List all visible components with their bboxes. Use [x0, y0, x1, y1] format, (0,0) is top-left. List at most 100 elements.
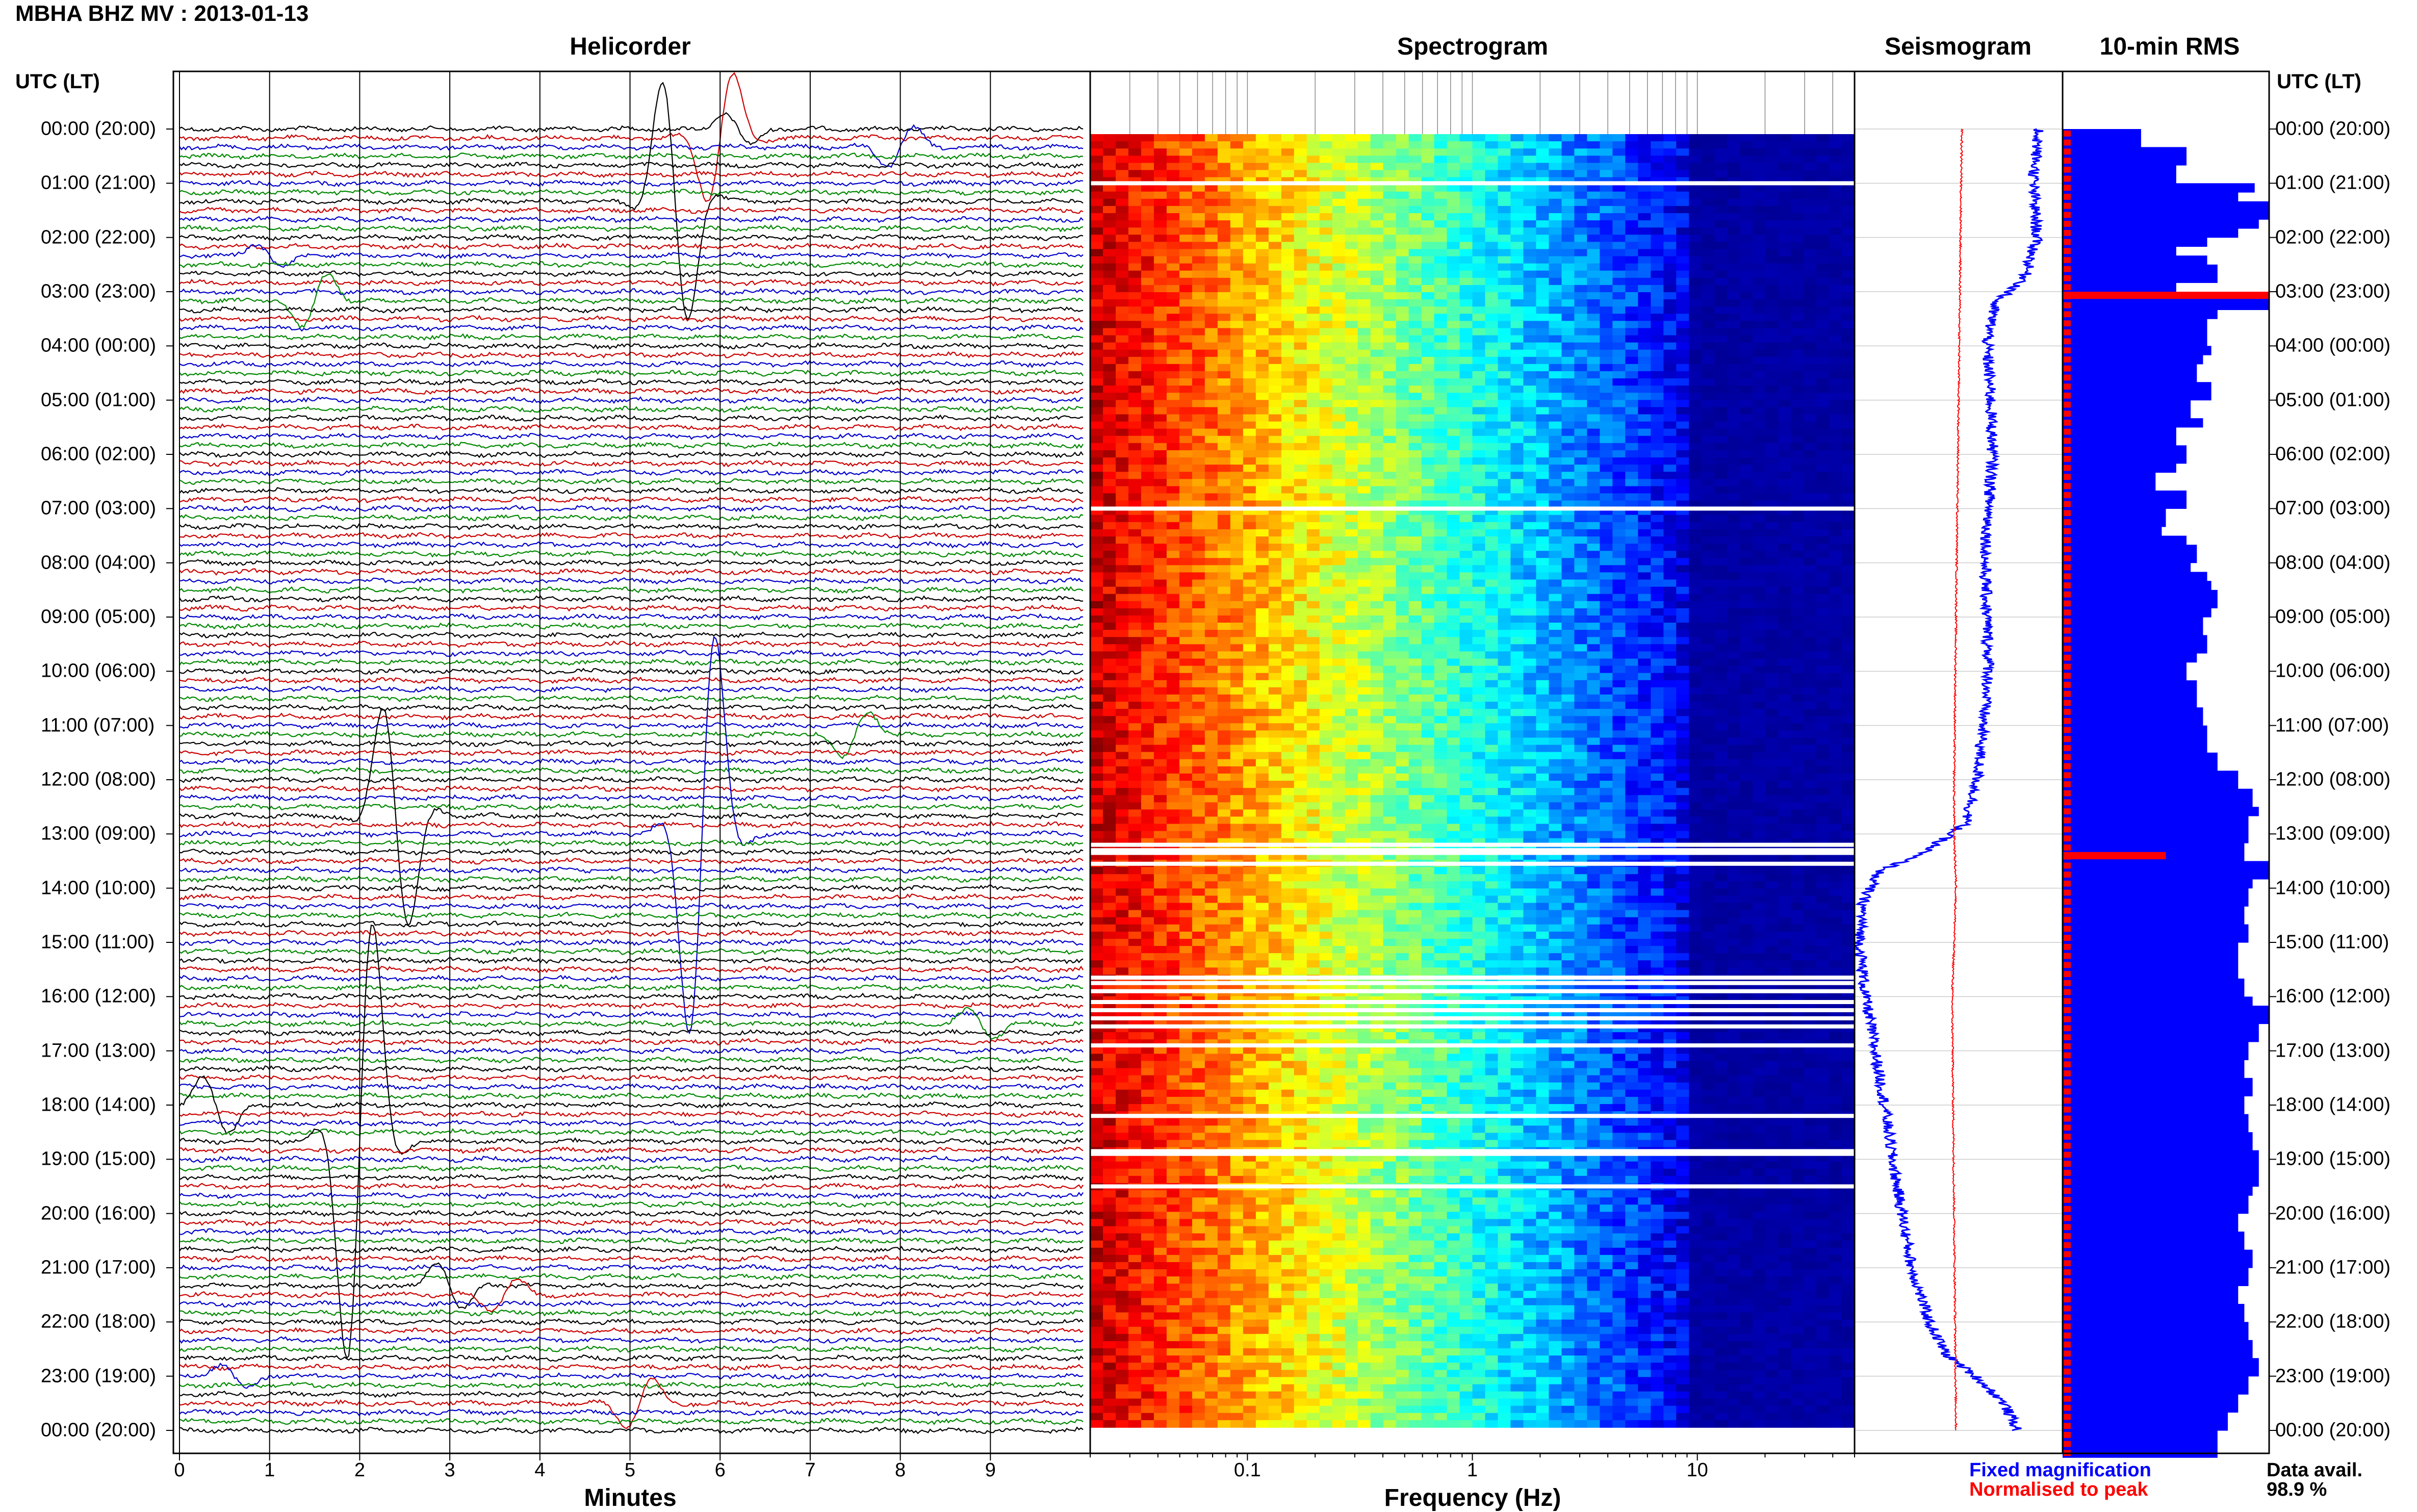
- spectrogram-cell: [1816, 415, 1830, 422]
- spectrogram-cell: [1307, 702, 1320, 709]
- spectrogram-cell: [1549, 156, 1562, 163]
- spectrogram-cell: [1804, 386, 1817, 393]
- spectrogram-cell: [1396, 673, 1409, 681]
- spectrogram-cell: [1103, 637, 1116, 645]
- spectrogram-cell: [1536, 328, 1549, 336]
- spectrogram-cell: [1791, 393, 1804, 400]
- spectrogram-cell: [1689, 306, 1702, 314]
- spectrogram-cell: [1485, 321, 1499, 328]
- spectrogram-cell: [1345, 357, 1358, 365]
- spectrogram-cell: [1332, 536, 1346, 544]
- spectrogram-cell: [1816, 702, 1830, 709]
- spectrogram-cell: [1651, 479, 1664, 486]
- spectrogram-cell: [1409, 422, 1422, 429]
- spectrogram-cell: [1676, 457, 1689, 465]
- spectrogram-cell: [1485, 623, 1499, 630]
- spectrogram-cell: [1600, 529, 1613, 537]
- spectrogram-cell: [1676, 141, 1689, 149]
- spectrogram-cell: [1651, 572, 1664, 580]
- spectrogram-cell: [1791, 493, 1804, 501]
- spectrogram-cell: [1549, 386, 1562, 393]
- spectrogram-cell: [1689, 587, 1702, 595]
- spectrogram-cell: [1587, 220, 1600, 228]
- spectrogram-cell: [1167, 601, 1180, 609]
- spectrogram-cell: [1702, 407, 1715, 415]
- spectrogram-cell: [1791, 343, 1804, 350]
- spectrogram-cell: [1561, 551, 1575, 558]
- spectrogram-cell: [1320, 199, 1333, 207]
- spectrogram-cell: [1727, 285, 1740, 293]
- spectrogram-cell: [1167, 608, 1180, 616]
- spectrogram-cell: [1090, 343, 1103, 350]
- spectrogram-cell: [1791, 336, 1804, 343]
- spectrogram-cell: [1740, 429, 1753, 437]
- spectrogram-cell: [1294, 156, 1307, 163]
- spectrogram-cell: [1791, 378, 1804, 386]
- spectrogram-cell: [1740, 386, 1753, 393]
- spectrogram-cell: [1561, 536, 1575, 544]
- spectrogram-cell: [1676, 695, 1689, 702]
- spectrogram-cell: [1587, 364, 1600, 372]
- spectrogram-cell: [1804, 393, 1817, 400]
- spectrogram-cell: [1218, 623, 1231, 630]
- spectrogram-cell: [1473, 407, 1486, 415]
- spectrogram-cell: [1485, 336, 1499, 343]
- spectrogram-cell: [1358, 328, 1371, 336]
- spectrogram-cell: [1791, 306, 1804, 314]
- spectrogram-cell: [1625, 457, 1638, 465]
- spectrogram-cell: [1587, 350, 1600, 357]
- spectrogram-cell: [1383, 465, 1397, 472]
- spectrogram-cell: [1256, 608, 1269, 616]
- spectrogram-cell: [1447, 522, 1460, 530]
- spectrogram-cell: [1167, 378, 1180, 386]
- spectrogram-cell: [1473, 292, 1486, 300]
- spectrogram-cell: [1294, 673, 1307, 681]
- spectrogram-cell: [1371, 644, 1384, 652]
- spectrogram-cell: [1485, 443, 1499, 451]
- spectrogram-cell: [1753, 558, 1766, 566]
- spectrogram-cell: [1549, 673, 1562, 681]
- spectrogram-cell: [1498, 336, 1511, 343]
- spectrogram-cell: [1816, 666, 1830, 674]
- spectrogram-cell: [1154, 644, 1167, 652]
- spectrogram-cell: [1294, 336, 1307, 343]
- spectrogram-cell: [1689, 213, 1702, 221]
- spectrogram-cell: [1154, 515, 1167, 523]
- spectrogram-cell: [1676, 479, 1689, 486]
- spectrogram-cell: [1116, 163, 1129, 170]
- spectrogram-cell: [1473, 572, 1486, 580]
- spectrogram-cell: [1574, 429, 1587, 437]
- spectrogram-cell: [1549, 134, 1562, 142]
- spectrogram-cell: [1702, 666, 1715, 674]
- spectrogram-cell: [1256, 457, 1269, 465]
- spectrogram-cell: [1612, 242, 1626, 249]
- spectrogram-cell: [1205, 213, 1218, 221]
- spectrogram-cell: [1281, 558, 1295, 566]
- spectrogram-cell: [1523, 515, 1536, 523]
- spectrogram-cell: [1600, 227, 1613, 235]
- spectrogram-cell: [1460, 220, 1473, 228]
- spectrogram-cell: [1753, 407, 1766, 415]
- spectrogram-cell: [1663, 415, 1677, 422]
- spectrogram-cell: [1103, 687, 1116, 695]
- spectrogram-cell: [1676, 242, 1689, 249]
- spectrogram-cell: [1371, 336, 1384, 343]
- spectrogram-cell: [1269, 422, 1282, 429]
- spectrogram-cell: [1243, 529, 1256, 537]
- spectrogram-cell: [1141, 637, 1154, 645]
- spectrogram-cell: [1791, 594, 1804, 602]
- spectrogram-cell: [1205, 558, 1218, 566]
- spectrogram-cell: [1638, 199, 1651, 207]
- spectrogram-cell: [1778, 651, 1791, 659]
- spectrogram-cell: [1842, 637, 1855, 645]
- spectrogram-cell: [1090, 321, 1103, 328]
- spectrogram-cell: [1256, 429, 1269, 437]
- spectrogram-cell: [1676, 558, 1689, 566]
- spectrogram-cell: [1765, 623, 1779, 630]
- spectrogram-cell: [1460, 630, 1473, 637]
- spectrogram-cell: [1230, 608, 1244, 616]
- spectrogram-cell: [1090, 292, 1103, 300]
- spectrogram-cell: [1154, 163, 1167, 170]
- spectrogram-cell: [1510, 285, 1524, 293]
- spectrogram-cell: [1498, 522, 1511, 530]
